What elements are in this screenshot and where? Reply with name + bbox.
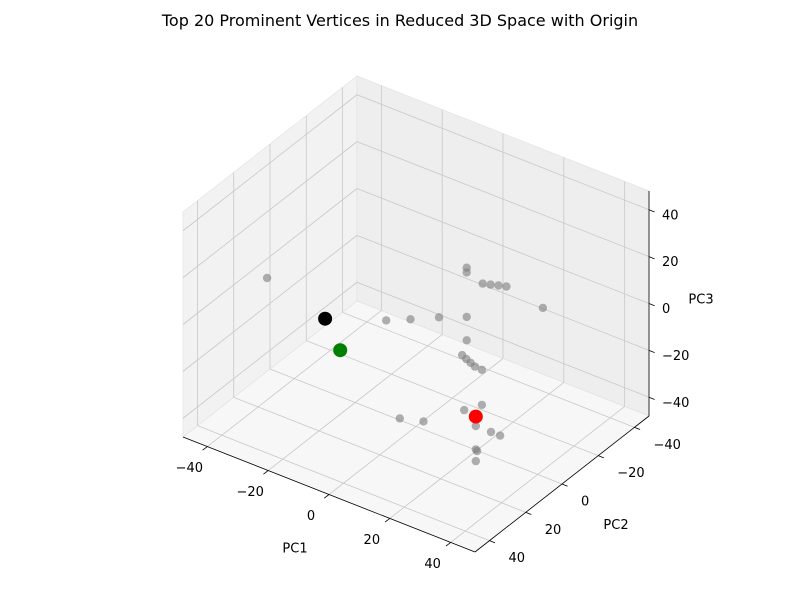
z-tick-mark	[648, 396, 655, 400]
data-point	[434, 313, 444, 322]
data-point	[460, 405, 469, 415]
data-point	[472, 446, 482, 456]
data-point	[419, 417, 428, 426]
data-point-green	[333, 343, 348, 358]
data-point	[478, 279, 487, 288]
data-point	[462, 336, 471, 345]
grid-line	[182, 141, 358, 278]
data-point	[470, 362, 480, 371]
y-tick-mark	[598, 455, 604, 459]
grid-line	[269, 368, 563, 485]
grid-line	[233, 396, 526, 513]
data-point	[486, 280, 495, 289]
y-tick-label: 40	[509, 551, 526, 566]
grid-line	[356, 94, 650, 211]
y-tick-label: −20	[617, 466, 644, 481]
data-point	[538, 303, 548, 313]
data-point	[494, 281, 503, 290]
chart-title: Top 20 Prominent Vertices in Reduced 3D …	[161, 11, 639, 30]
grid-line	[182, 281, 358, 419]
x-tick-mark	[384, 518, 391, 523]
z-tick-mark	[648, 350, 655, 353]
x-tick-mark	[202, 446, 208, 451]
y-tick-label: 0	[581, 495, 589, 510]
z-tick-mark	[648, 209, 655, 213]
grid-line	[182, 235, 358, 372]
y-tick-mark	[634, 426, 641, 430]
y-tick-label: −40	[654, 438, 681, 453]
grid-line	[356, 281, 650, 398]
data-point	[395, 414, 404, 423]
x-tick-label: −40	[176, 461, 203, 476]
grid-lines	[182, 85, 650, 543]
data-point	[471, 456, 480, 466]
data-point-black	[318, 311, 333, 326]
x-tick-label: −20	[236, 485, 263, 500]
data-point	[495, 431, 505, 440]
tick-marks: −40 −20 0 20 40 −40 −20 0 20 40 −40 −20 0 20 40	[176, 208, 690, 572]
y-tick-mark	[525, 511, 532, 515]
y-tick-mark	[489, 540, 496, 544]
grid-line	[356, 141, 650, 257]
z-tick-label: −20	[662, 349, 689, 364]
grid-line	[197, 425, 490, 542]
y-tick-label: 20	[545, 523, 562, 538]
x-tick-label: 40	[424, 557, 441, 572]
data-point	[477, 400, 487, 410]
axis-panes	[182, 75, 650, 553]
grid-line	[342, 311, 635, 428]
y-tick-mark	[561, 483, 568, 487]
y-axis-label: PC2	[603, 518, 628, 533]
data-point	[462, 312, 471, 322]
grid-line	[182, 188, 358, 325]
data-point	[471, 421, 480, 431]
x-tick-mark	[324, 494, 330, 499]
x-tick-mark	[445, 542, 451, 547]
data-point	[406, 315, 415, 324]
x-tick-label: 0	[307, 509, 315, 524]
grid-line	[356, 188, 650, 304]
z-axis-label: PC3	[688, 293, 713, 308]
data-point	[462, 268, 471, 277]
x-tick-label: 20	[364, 533, 381, 548]
data-point	[477, 365, 487, 374]
z-tick-mark	[648, 303, 655, 307]
data-points	[262, 263, 548, 466]
data-point	[262, 273, 272, 283]
x-axis-label: PC1	[282, 542, 307, 557]
z-tick-label: 0	[662, 302, 670, 317]
grid-line	[356, 235, 650, 351]
z-tick-label: 40	[662, 208, 679, 223]
z-tick-mark	[648, 256, 655, 260]
data-point-red	[468, 409, 483, 424]
data-point	[382, 316, 391, 325]
x-tick-mark	[263, 470, 269, 475]
data-point	[502, 282, 511, 291]
grid-line	[306, 340, 599, 457]
z-tick-label: 20	[662, 255, 679, 270]
data-point	[486, 427, 496, 437]
z-tick-label: −40	[662, 396, 689, 411]
grid-line	[182, 94, 358, 232]
